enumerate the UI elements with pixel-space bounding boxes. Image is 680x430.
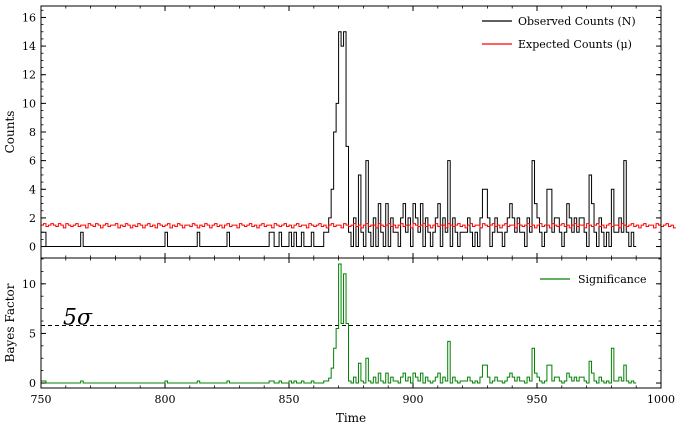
bot-ytick-label: 5 (29, 327, 36, 340)
xtick-label: 1000 (647, 393, 675, 406)
threshold-5sigma-label: 5σ (63, 305, 93, 330)
xtick-label: 950 (527, 393, 548, 406)
legend-expected-label: Expected Counts (μ) (518, 38, 632, 51)
top-ytick-label: 16 (22, 11, 36, 24)
bayes-axes-frame (40, 257, 662, 389)
counts-y-ticks: 0 2 4 6 8 10 12 14 16 (22, 9, 661, 254)
counts-panel: 0 2 4 6 8 10 12 14 16 Counts Observed Counts (N)… (3, 5, 676, 259)
top-ytick-label: 6 (29, 155, 36, 168)
xtick-label: 900 (403, 393, 424, 406)
bot-series-0-line (41, 263, 637, 384)
xtick-label: 800 (155, 393, 176, 406)
top-ytick-label: 14 (22, 40, 36, 53)
bayes-y-ticks: 0 5 10 (22, 258, 661, 390)
top-ytick-label: 10 (22, 97, 36, 110)
counts-y-label: Counts (3, 111, 17, 154)
bot-ytick-label: 10 (22, 278, 36, 291)
time-x-label: Time (336, 411, 366, 425)
legend-significance-label: Significance (578, 273, 647, 286)
top-ytick-label: 4 (29, 183, 36, 196)
bayes-series (41, 263, 637, 384)
bayes-legend: Significance (540, 273, 647, 286)
xtick-label: 750 (31, 393, 52, 406)
bayes-y-label: Bayes Factor (3, 283, 17, 362)
bot-ytick-label: 0 (29, 377, 36, 390)
counts-series (41, 31, 676, 248)
top-ytick-label: 0 (29, 241, 36, 254)
top-series-0-line (41, 31, 637, 248)
xtick-label: 850 (279, 393, 300, 406)
counts-legend: Observed Counts (N) Expected Counts (μ) (482, 15, 636, 51)
legend-observed-label: Observed Counts (N) (518, 15, 636, 28)
bayes-panel: 0 5 10 750 800 850 900 950 1000 5σ Bayes Factor… (3, 257, 675, 425)
top-series-1-line (41, 223, 676, 229)
top-ytick-label: 12 (22, 69, 36, 82)
top-ytick-label: 8 (29, 126, 36, 139)
top-ytick-label: 2 (29, 212, 36, 225)
